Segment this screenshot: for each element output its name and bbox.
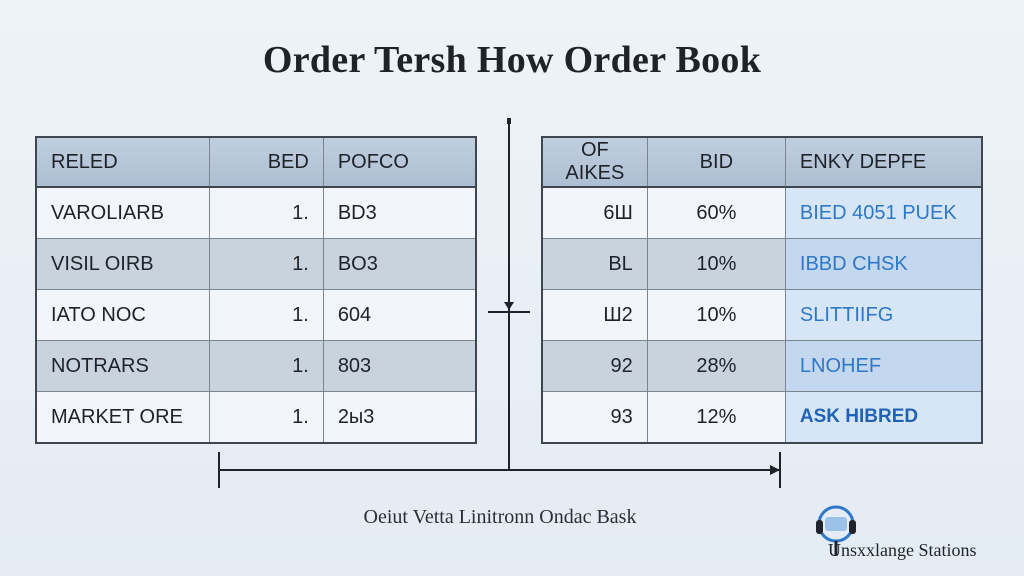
table-row: VISIL OIRB 1. BO3 xyxy=(35,238,477,290)
table-row: BL 10% IBBD CHSK xyxy=(541,238,983,290)
table-cell: MARKET ORE xyxy=(35,391,210,444)
headset-logo-icon xyxy=(816,505,856,556)
table-cell: 10% xyxy=(646,238,786,290)
right-header-cell: BID xyxy=(646,136,786,188)
table-cell: 1. xyxy=(208,186,324,239)
table-cell: BO3 xyxy=(322,238,477,290)
center-arrow-icon xyxy=(504,302,514,310)
table-row: MARKET ORE 1. 2ы3 xyxy=(35,391,477,444)
table-cell: BIED 4051 PUEK xyxy=(784,186,983,239)
page-title: Order Tersh How Order Book xyxy=(262,39,762,81)
table-cell: 2ы3 xyxy=(322,391,477,444)
table-cell: 92 xyxy=(541,340,648,392)
left-header-row: RELED BED POFCO xyxy=(35,136,477,188)
table-cell: 1. xyxy=(208,391,324,444)
table-row: 93 12% ASK HIBRED xyxy=(541,391,983,444)
table-cell: 60% xyxy=(646,186,786,239)
table-cell: 604 xyxy=(322,289,477,341)
table-cell: IATO NOC xyxy=(35,289,210,341)
table-cell: SLITTIIFG xyxy=(784,289,983,341)
right-header-cell: ENKY DEPFE xyxy=(784,136,983,188)
table-cell: BL xyxy=(541,238,648,290)
table-cell: 1. xyxy=(208,289,324,341)
table-row: 6Ш 60% BIED 4051 PUEK xyxy=(541,186,983,239)
left-header-cell: BED xyxy=(208,136,324,188)
table-row: VAROLIARB 1. BD3 xyxy=(35,186,477,239)
right-header-cell: OF AIKES xyxy=(541,136,648,188)
table-cell: LNOHEF xyxy=(784,340,983,392)
table-cell: VAROLIARB xyxy=(35,186,210,239)
table-cell: 6Ш xyxy=(541,186,648,239)
table-cell: IBBD CHSK xyxy=(784,238,983,290)
table-cell: 28% xyxy=(646,340,786,392)
right-order-table: OF AIKES BID ENKY DEPFE 6Ш 60% BIED 4051… xyxy=(541,136,983,444)
table-cell: NOTRARS xyxy=(35,340,210,392)
table-cell: 12% xyxy=(646,391,786,444)
table-cell: Ш2 xyxy=(541,289,648,341)
table-cell: 93 xyxy=(541,391,648,444)
brand-name: Unsxxlange Stations xyxy=(828,540,977,560)
diagram-caption: Oeiut Vetta Linitronn Ondac Bask xyxy=(363,506,637,528)
table-cell: 803 xyxy=(322,340,477,392)
left-header-cell: POFCO xyxy=(322,136,477,188)
left-header-cell: RELED xyxy=(35,136,210,188)
table-row: 92 28% LNOHEF xyxy=(541,340,983,392)
table-cell: ASK HIBRED xyxy=(784,391,983,444)
left-order-table: RELED BED POFCO VAROLIARB 1. BD3 VISIL O… xyxy=(35,136,477,444)
brand-logo: Unsxxlange Stations xyxy=(810,500,1020,566)
table-cell: VISIL OIRB xyxy=(35,238,210,290)
right-header-row: OF AIKES BID ENKY DEPFE xyxy=(541,136,983,188)
table-cell: 10% xyxy=(646,289,786,341)
table-row: Ш2 10% SLITTIIFG xyxy=(541,289,983,341)
table-cell: BD3 xyxy=(322,186,477,239)
table-row: NOTRARS 1. 803 xyxy=(35,340,477,392)
table-cell: 1. xyxy=(208,340,324,392)
table-cell: 1. xyxy=(208,238,324,290)
bottom-arrow-icon xyxy=(770,465,780,475)
table-row: IATO NOC 1. 604 xyxy=(35,289,477,341)
